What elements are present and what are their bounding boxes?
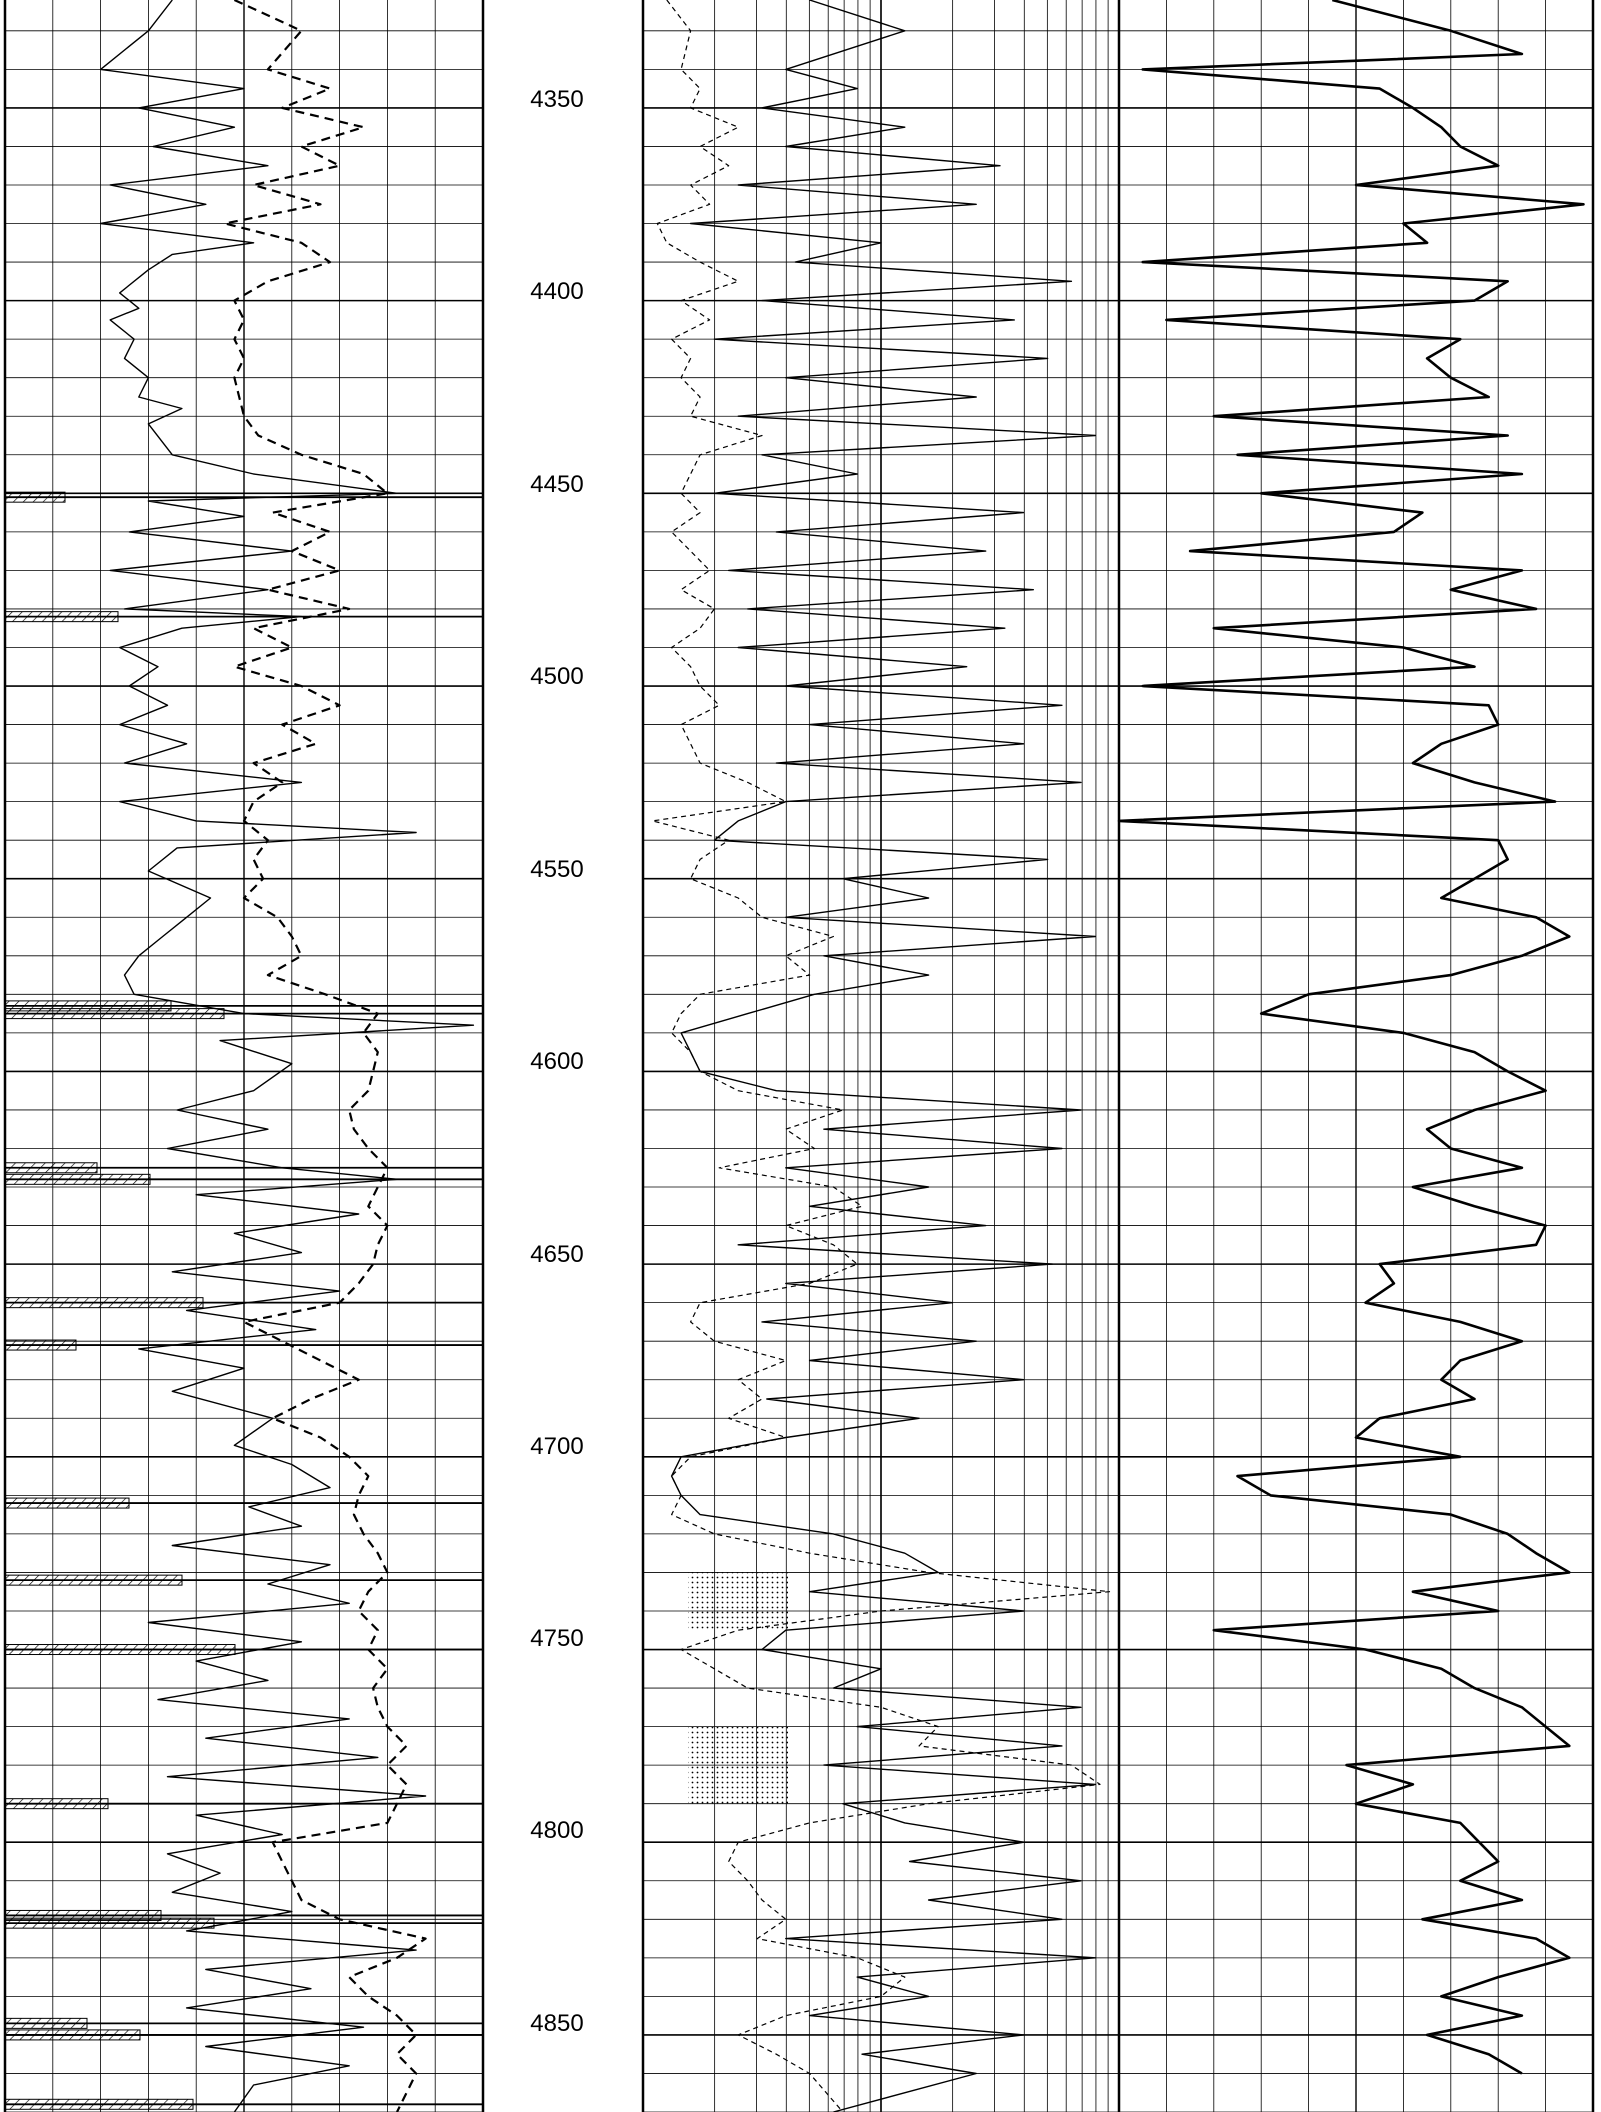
track-1-curve-1-dashed (223, 0, 427, 2112)
depth-label-4650: 4650 (530, 1241, 583, 1268)
track-2-grid (642, 0, 1120, 2112)
track-3-curves (1117, 0, 1585, 2075)
track-3 (1117, 0, 1594, 2112)
depth-label-4350: 4350 (530, 86, 583, 113)
track-3-grid (1118, 0, 1594, 2112)
track-2-3-border (641, 0, 1595, 2112)
depth-label-4450: 4450 (530, 471, 583, 498)
track-1-curves (99, 0, 475, 2112)
sand-shading-0 (688, 1572, 788, 1631)
track-2-curve-1-dotted (651, 0, 1111, 2112)
depth-label-4550: 4550 (530, 856, 583, 883)
depth-label-4750: 4750 (530, 1625, 583, 1652)
track-2-curves (651, 0, 1111, 2112)
depth-label-4500: 4500 (530, 663, 583, 690)
depth-column: 4350 4400 4450 4500 4550 4600 4650 4700 … (530, 86, 583, 2037)
track-1 (3, 0, 485, 2112)
track-1-border (3, 0, 485, 2112)
depth-label-4600: 4600 (530, 1048, 583, 1075)
track-2 (642, 0, 1120, 2112)
track-1-curve-0-solid-thin (99, 0, 475, 2112)
sand-shading-1 (688, 1726, 788, 1804)
depth-label-4400: 4400 (530, 278, 583, 305)
track-1-shaded-beds (4, 491, 483, 2110)
depth-label-4850: 4850 (530, 2010, 583, 2037)
track-3-curve-0-solid-thick (1117, 0, 1585, 2075)
depth-label-4700: 4700 (530, 1433, 583, 1460)
track-2-sand-shading (688, 1572, 788, 1804)
depth-label-4800: 4800 (530, 1817, 583, 1844)
